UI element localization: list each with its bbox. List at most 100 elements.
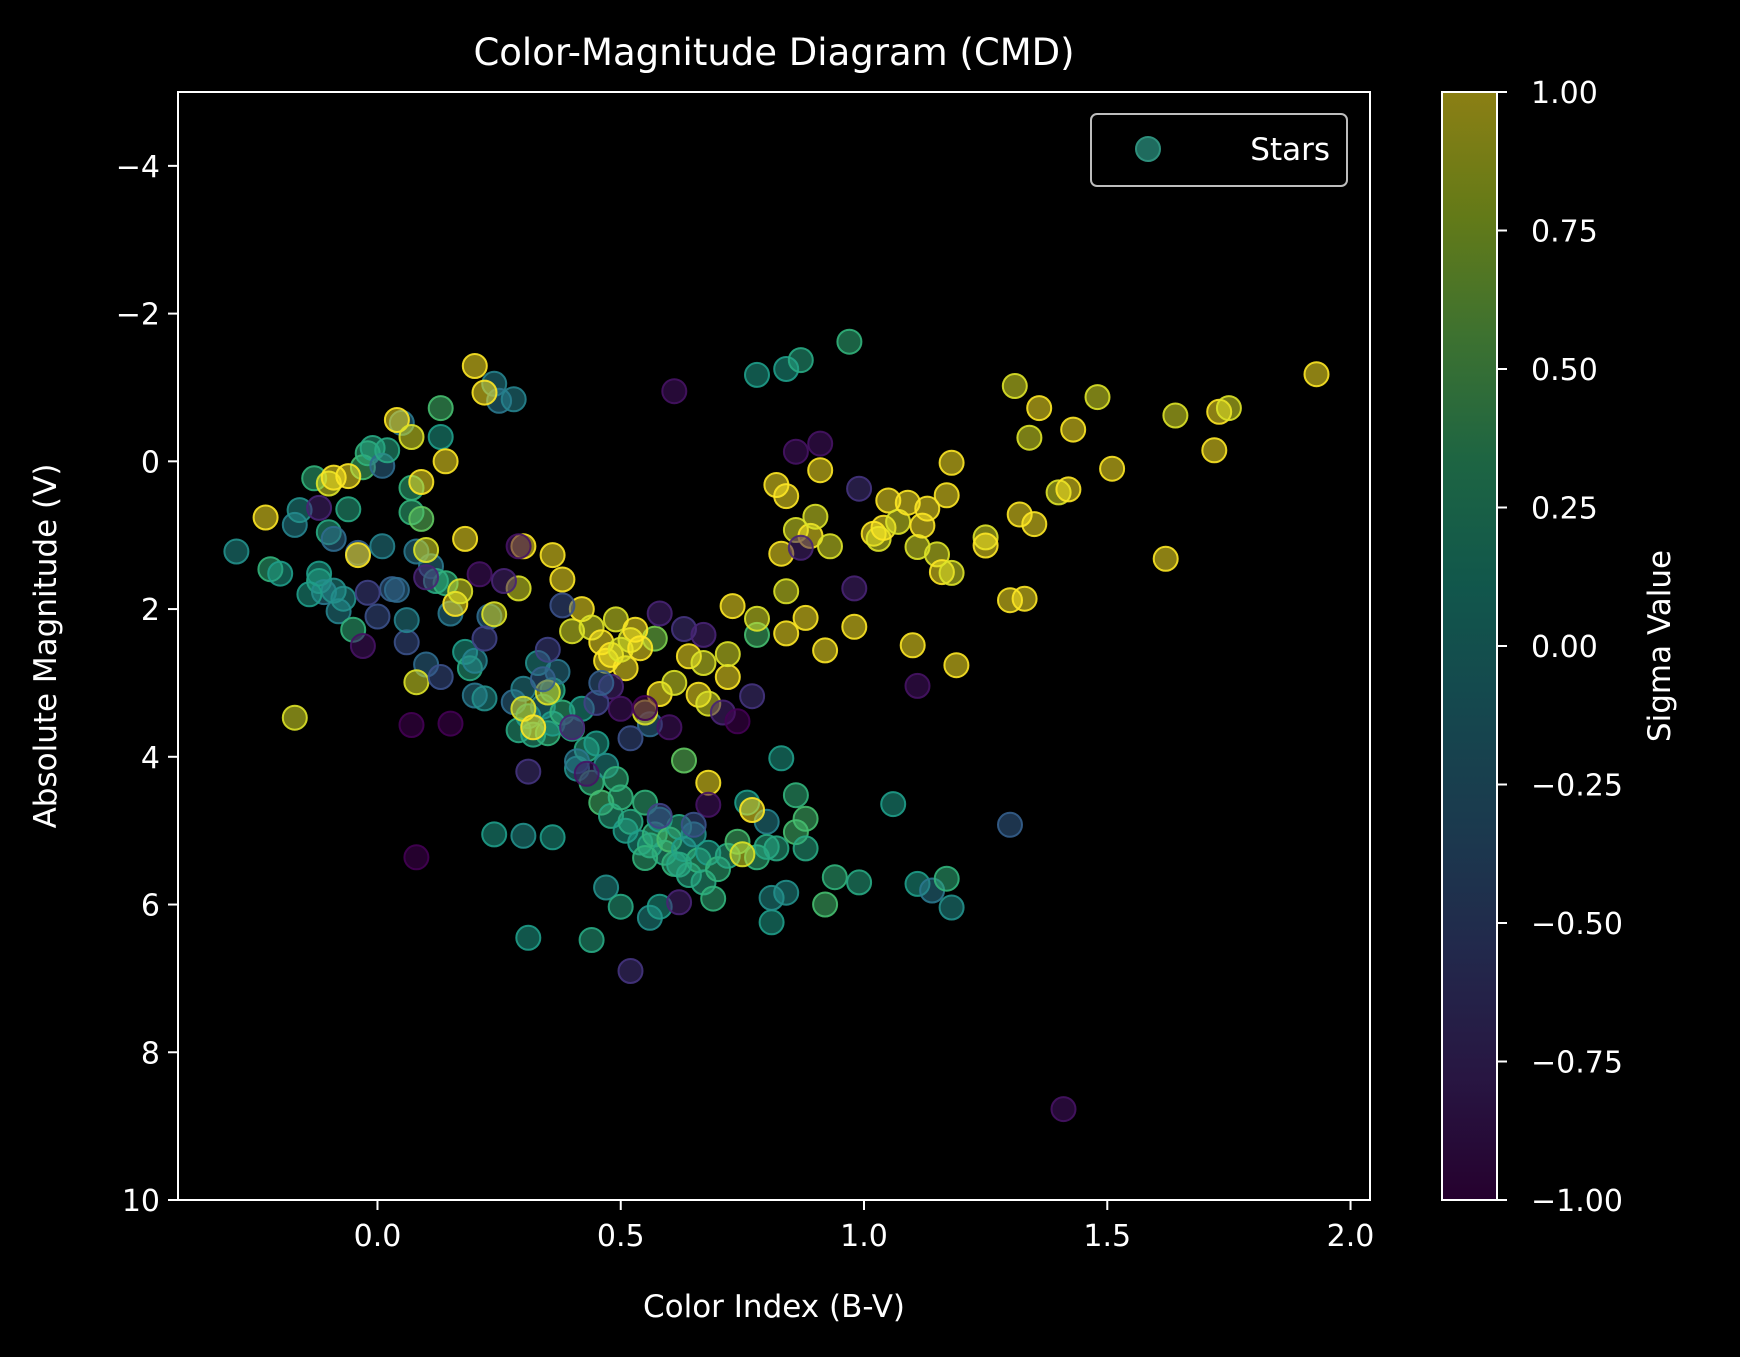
star-point bbox=[607, 784, 634, 811]
star-point bbox=[1060, 416, 1087, 443]
star-point bbox=[1162, 402, 1189, 429]
star-point bbox=[899, 632, 926, 659]
y-tick-label: 2 bbox=[141, 593, 160, 628]
star-point bbox=[841, 613, 868, 640]
star-point bbox=[539, 824, 566, 851]
star-point bbox=[821, 864, 848, 891]
star-point bbox=[729, 841, 756, 868]
star-point bbox=[807, 430, 834, 457]
star-point bbox=[403, 669, 430, 696]
star-point bbox=[695, 791, 722, 818]
star-point bbox=[374, 437, 401, 464]
star-point bbox=[1021, 511, 1048, 538]
star-point bbox=[997, 811, 1023, 838]
star-point bbox=[306, 560, 333, 587]
star-point bbox=[335, 496, 362, 523]
star-point bbox=[223, 538, 250, 565]
x-tick-label: 0.0 bbox=[354, 1219, 402, 1254]
star-point bbox=[1099, 455, 1126, 482]
legend-marker bbox=[1135, 136, 1161, 162]
colorbar-tick-label: 0.00 bbox=[1531, 630, 1598, 665]
star-point bbox=[846, 869, 873, 896]
star-point bbox=[812, 637, 839, 664]
star-point bbox=[335, 463, 362, 490]
star-point bbox=[768, 745, 795, 772]
star-point bbox=[632, 845, 659, 871]
star-point bbox=[364, 603, 391, 630]
star-point bbox=[583, 730, 610, 757]
y-axis-ticks: −4 −2 0 2 4 6 8 10 bbox=[116, 150, 178, 1219]
star-point bbox=[1001, 373, 1028, 399]
star-point bbox=[320, 577, 347, 604]
star-point bbox=[802, 503, 829, 530]
star-point bbox=[617, 725, 644, 752]
star-point bbox=[461, 647, 488, 674]
star-point bbox=[471, 625, 498, 652]
star-point bbox=[646, 802, 673, 829]
star-point bbox=[349, 633, 376, 659]
star-point bbox=[671, 747, 697, 774]
star-point bbox=[758, 884, 785, 911]
x-tick-label: 1.0 bbox=[840, 1219, 888, 1254]
colorbar-tick-label: 0.25 bbox=[1531, 492, 1598, 527]
y-tick-label: 6 bbox=[141, 889, 160, 924]
star-point bbox=[320, 525, 347, 552]
star-point bbox=[792, 835, 819, 862]
star-point bbox=[933, 865, 960, 892]
star-point bbox=[1215, 395, 1242, 422]
star-point bbox=[1026, 395, 1053, 422]
star-point bbox=[1303, 361, 1330, 388]
star-point bbox=[773, 578, 800, 605]
star-point bbox=[252, 504, 279, 531]
y-tick-label: 0 bbox=[141, 445, 160, 480]
star-point bbox=[1055, 476, 1082, 503]
star-point bbox=[481, 821, 508, 848]
star-point bbox=[607, 695, 634, 722]
star-point bbox=[515, 924, 542, 951]
star-point bbox=[933, 482, 960, 509]
star-point bbox=[938, 894, 965, 921]
colorbar-tick-label: 0.50 bbox=[1531, 353, 1598, 388]
y-tick-label: −4 bbox=[116, 150, 160, 185]
star-point bbox=[549, 592, 576, 619]
star-point bbox=[719, 593, 746, 620]
star-point bbox=[306, 494, 333, 521]
star-point bbox=[792, 805, 819, 832]
star-point bbox=[466, 561, 493, 588]
star-point bbox=[345, 542, 371, 569]
x-axis-label: Color Index (B-V) bbox=[643, 1289, 905, 1325]
star-point bbox=[1011, 585, 1038, 612]
star-point bbox=[714, 641, 741, 668]
star-point bbox=[617, 808, 644, 835]
star-point bbox=[817, 533, 843, 560]
x-tick-label: 1.5 bbox=[1083, 1219, 1131, 1254]
star-point bbox=[753, 833, 780, 860]
colorbar-label: Sigma Value bbox=[1642, 550, 1678, 742]
star-point bbox=[354, 579, 381, 606]
star-point bbox=[578, 927, 605, 953]
x-axis-ticks: 0.0 0.5 1.0 1.5 2.0 bbox=[354, 1200, 1375, 1254]
star-point bbox=[972, 532, 999, 559]
colorbar-ticks: −1.00 −0.75 −0.50 −0.25 0.00 0.25 0.50 0.75 1.00 bbox=[1497, 76, 1623, 1219]
star-point bbox=[534, 636, 561, 663]
star-point bbox=[549, 566, 576, 593]
star-point bbox=[267, 560, 294, 587]
star-point bbox=[646, 600, 673, 627]
star-point bbox=[773, 483, 800, 510]
star-point bbox=[413, 537, 440, 563]
star-point bbox=[296, 581, 323, 608]
colorbar-tick-label: −0.75 bbox=[1531, 1046, 1623, 1081]
star-point bbox=[369, 533, 396, 560]
star-point bbox=[529, 666, 556, 693]
star-point bbox=[690, 650, 717, 676]
y-tick-label: −2 bbox=[116, 298, 160, 333]
star-point bbox=[773, 620, 800, 647]
star-point bbox=[481, 601, 508, 628]
x-tick-label: 2.0 bbox=[1327, 1219, 1375, 1254]
star-point bbox=[807, 457, 834, 484]
star-point bbox=[661, 378, 688, 405]
star-point bbox=[744, 605, 770, 632]
star-point bbox=[539, 542, 566, 569]
star-point bbox=[943, 652, 970, 679]
